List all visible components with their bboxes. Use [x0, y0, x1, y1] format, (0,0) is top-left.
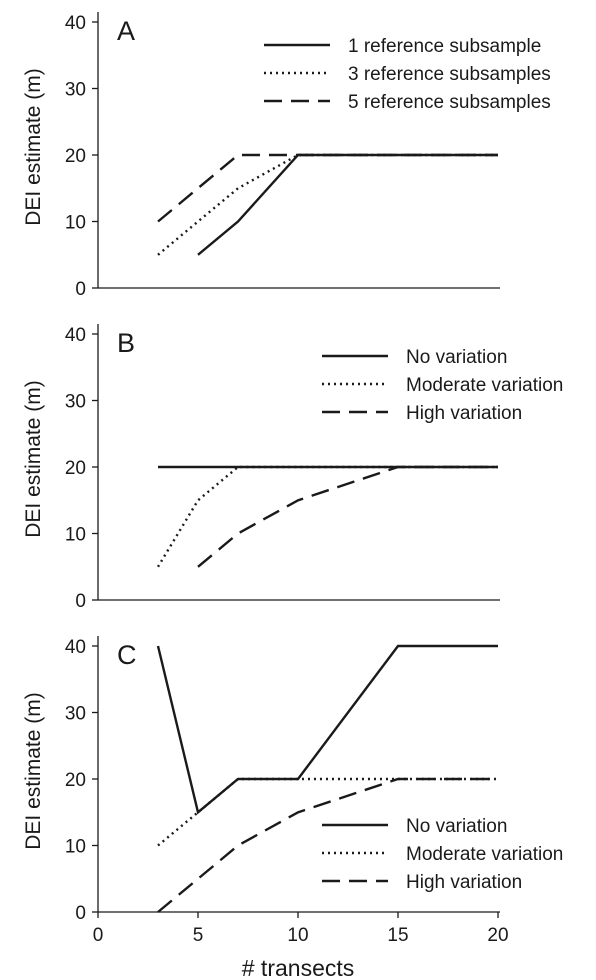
series-line-dotted: [156, 465, 498, 568]
chart-panel-a: 0 10 20 30 40 DEI estimate (m) A 1 reference su…: [22, 12, 551, 300]
panel-label: B: [117, 328, 135, 358]
y-tick-label: 20: [65, 458, 86, 479]
y-axis-label: DEI estimate (m): [22, 380, 45, 538]
series-line-dashed: [157, 777, 498, 913]
legend: No variation Moderate variation High varia…: [322, 347, 563, 424]
y-tick-label: 0: [75, 279, 86, 300]
series-line-solid: [156, 644, 498, 815]
x-tick-label: 10: [287, 925, 308, 946]
series-line-dotted: [157, 777, 498, 847]
legend-label: No variation: [406, 347, 507, 368]
chart-panel-c: 0 10 20 30 40 0 5 10 15 20 DEI estimate (m) # trans…: [22, 636, 563, 980]
y-tick-label: 30: [65, 704, 86, 725]
legend-label: High variation: [406, 872, 522, 893]
y-tick-label: 10: [65, 213, 86, 234]
y-tick-label: 20: [65, 770, 86, 791]
x-tick-label: 15: [387, 925, 408, 946]
legend-label: Moderate variation: [406, 375, 563, 396]
y-tick-label: 30: [65, 80, 86, 101]
legend-label: 3 reference subsamples: [348, 64, 551, 85]
y-axis-label: DEI estimate (m): [22, 68, 45, 226]
series-line-solid: [197, 153, 498, 256]
y-tick-label: 20: [65, 146, 86, 167]
legend-label: 1 reference subsample: [348, 36, 541, 57]
y-tick-label: 40: [65, 13, 86, 34]
x-tick-label: 0: [93, 925, 104, 946]
y-tick-label: 10: [65, 525, 86, 546]
panel-label: C: [117, 640, 137, 670]
panel-label: A: [117, 16, 135, 46]
y-tick-label: 40: [65, 637, 86, 658]
y-axis-label: DEI estimate (m): [22, 692, 45, 850]
y-tick-label: 10: [65, 837, 86, 858]
x-tick-label: 5: [193, 925, 204, 946]
y-tick-label: 0: [75, 903, 86, 924]
y-tick-label: 0: [75, 591, 86, 612]
series-line-dashed: [157, 153, 498, 223]
legend-label: High variation: [406, 403, 522, 424]
legend-label: No variation: [406, 816, 507, 837]
series-line-dotted: [157, 153, 498, 256]
legend: No variation Moderate variation High varia…: [322, 816, 563, 893]
y-tick-label: 40: [65, 325, 86, 346]
legend-label: 5 reference subsamples: [348, 92, 551, 113]
legend: 1 reference subsample 3 reference subsamp…: [264, 36, 551, 113]
series-line-dashed: [197, 465, 498, 568]
legend-label: Moderate variation: [406, 844, 563, 865]
chart-panel-b: 0 10 20 30 40 DEI estimate (m) B No variation Mo…: [22, 324, 563, 612]
x-tick-label: 20: [487, 925, 508, 946]
x-axis-label: # transects: [242, 955, 355, 980]
y-tick-label: 30: [65, 392, 86, 413]
